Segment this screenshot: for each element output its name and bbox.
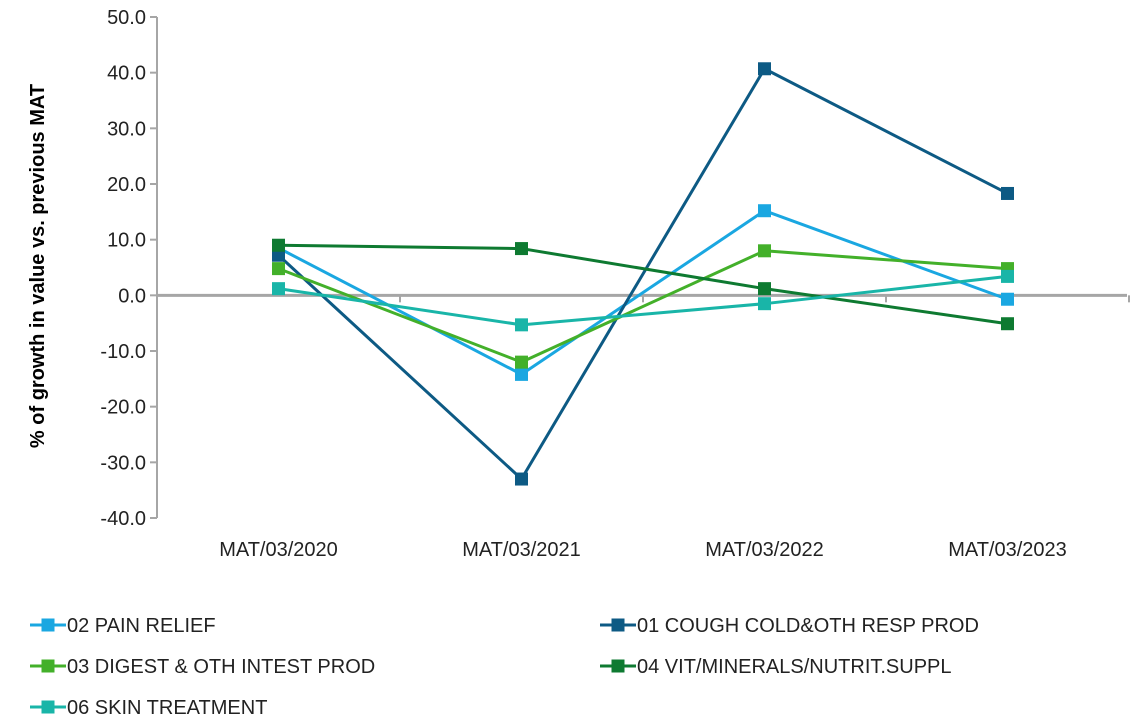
- data-point: [1001, 317, 1014, 331]
- data-point: [758, 62, 771, 76]
- data-point: [1001, 269, 1014, 283]
- legend-label: 02 PAIN RELIEF: [67, 615, 216, 637]
- data-point: [515, 367, 528, 381]
- legend: 02 PAIN RELIEF 01 COUGH COLD&OTH RESP PRO…: [30, 615, 979, 719]
- data-point: [515, 318, 528, 332]
- legend-label: 04 VIT/MINERALS/NUTRIT.SUPPL: [637, 656, 952, 678]
- y-tick-label: 0.0: [118, 285, 146, 307]
- y-tick-label: 50.0: [107, 7, 146, 29]
- series-line: [277, 249, 1008, 364]
- data-point: [515, 472, 528, 486]
- y-tick-label: -40.0: [100, 508, 146, 530]
- data-point: [272, 262, 285, 276]
- legend-item: 03 DIGEST & OTH INTEST PROD: [30, 656, 375, 678]
- data-point: [515, 242, 528, 256]
- legend-item: 04 VIT/MINERALS/NUTRIT.SUPPL: [600, 656, 952, 678]
- legend-swatch-marker: [41, 700, 55, 714]
- legend-item: 06 SKIN TREATMENT: [30, 697, 267, 719]
- y-tick-label: -20.0: [100, 397, 146, 419]
- legend-label: 06 SKIN TREATMENT: [67, 697, 267, 719]
- legend-label: 03 DIGEST & OTH INTEST PROD: [67, 656, 375, 678]
- legend-swatch-marker: [41, 618, 55, 632]
- data-point: [515, 355, 528, 369]
- series-layer: [272, 62, 1014, 486]
- y-axis: 50.0 40.0 30.0 20.0 10.0 0.0 -10.0 -20.0 -30.0 -4…: [100, 7, 158, 530]
- series-4: [272, 238, 1014, 331]
- legend-swatch-marker: [611, 618, 625, 632]
- y-tick-label: 20.0: [107, 174, 146, 196]
- series-line: [278, 243, 1008, 326]
- series-2: [272, 62, 1014, 486]
- data-point: [758, 244, 771, 258]
- data-point: [272, 238, 285, 252]
- legend-label: 01 COUGH COLD&OTH RESP PROD: [637, 615, 979, 637]
- data-point: [758, 297, 771, 311]
- series-line: [277, 67, 1009, 481]
- y-tick-label: 10.0: [107, 230, 146, 252]
- y-tick-label: 40.0: [107, 63, 146, 85]
- y-tick-label: 30.0: [107, 118, 146, 140]
- y-tick-label: -10.0: [100, 341, 146, 363]
- legend-item: 01 COUGH COLD&OTH RESP PROD: [600, 615, 979, 637]
- legend-swatch-marker: [611, 659, 625, 673]
- data-point: [758, 282, 771, 296]
- data-point: [272, 282, 285, 296]
- data-point: [1001, 292, 1014, 306]
- data-point: [1001, 186, 1014, 200]
- series-line: [277, 209, 1009, 376]
- x-axis: MAT/03/2020 MAT/03/2021 MAT/03/2022 MAT/03/…: [157, 293, 1130, 561]
- y-tick-label: -30.0: [100, 452, 146, 474]
- x-tick-label: MAT/03/2020: [219, 539, 338, 561]
- series-3: [272, 244, 1014, 369]
- y-axis-title: % of growth in value vs. previous MAT: [27, 84, 49, 448]
- series-line: [278, 274, 1008, 327]
- data-point: [272, 248, 285, 262]
- legend-swatch-marker: [41, 659, 55, 673]
- x-tick-label: MAT/03/2022: [705, 539, 824, 561]
- series-5: [272, 269, 1014, 332]
- x-tick-label: MAT/03/2021: [462, 539, 581, 561]
- data-point: [758, 204, 771, 218]
- legend-item: 02 PAIN RELIEF: [30, 615, 216, 637]
- x-tick-label: MAT/03/2023: [948, 539, 1067, 561]
- series-1: [272, 204, 1014, 381]
